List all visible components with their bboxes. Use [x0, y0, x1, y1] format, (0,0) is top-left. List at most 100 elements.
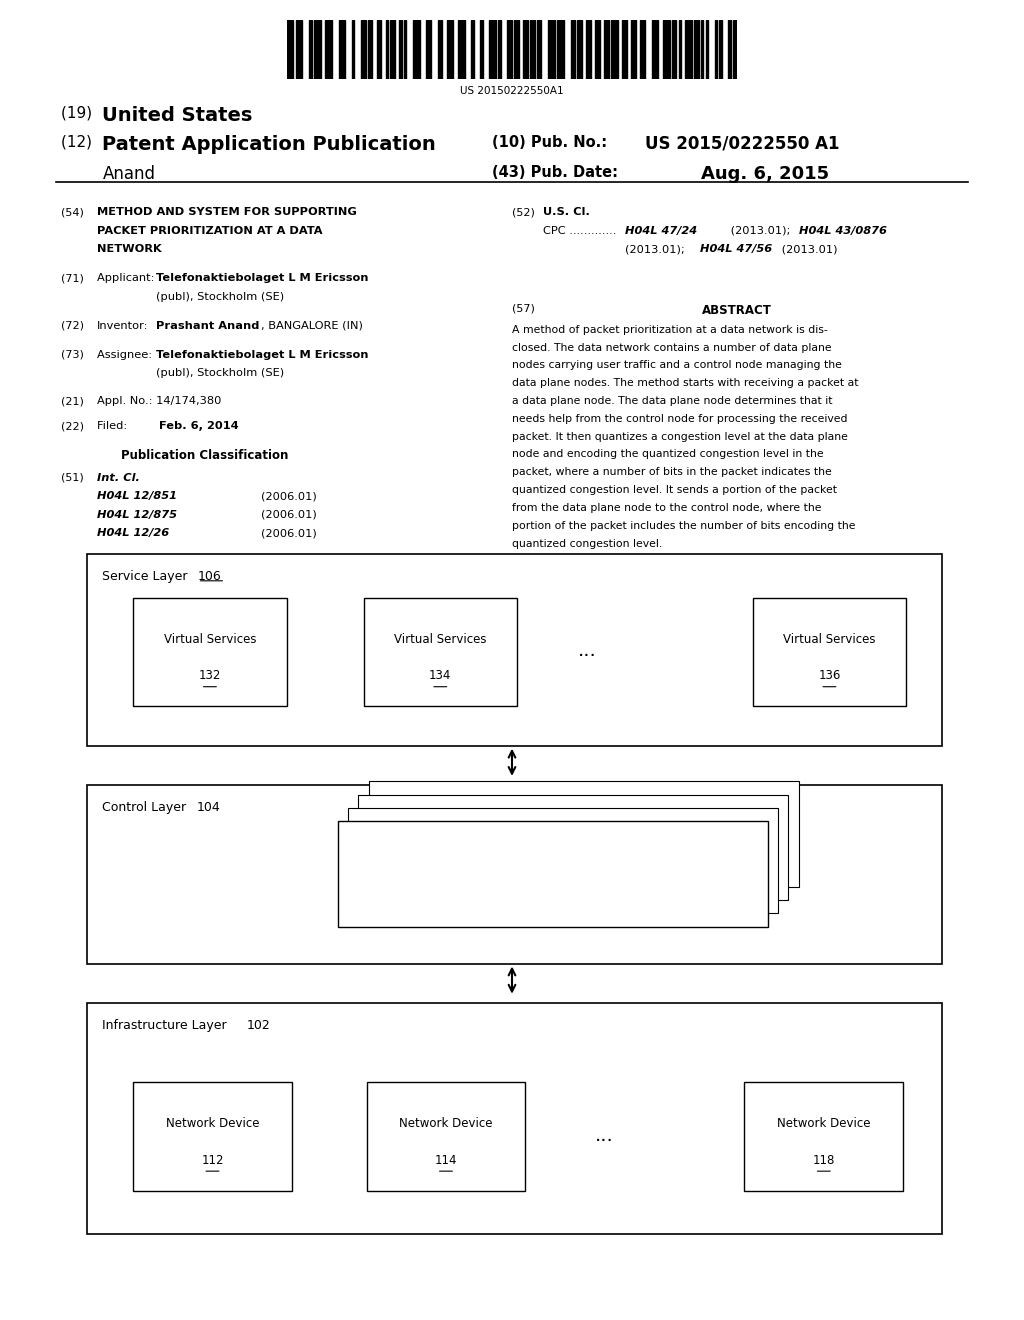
Text: needs help from the control node for processing the received: needs help from the control node for pro… [512, 413, 848, 424]
Bar [313, 20, 321, 79]
Text: Telefonaktiebolaget L M Ericsson: Telefonaktiebolaget L M Ericsson [156, 273, 369, 284]
Text: United States: United States [102, 106, 253, 124]
Text: Control Software 122: Control Software 122 [486, 891, 620, 904]
Bar [728, 20, 730, 79]
Bar [446, 20, 454, 79]
Bar [701, 20, 703, 79]
FancyBboxPatch shape [367, 1082, 525, 1191]
Bar [471, 20, 474, 79]
Bar [570, 20, 575, 79]
Bar [611, 20, 617, 79]
Text: Virtual Services: Virtual Services [164, 632, 256, 645]
Bar [706, 20, 708, 79]
Bar [557, 20, 564, 79]
Text: 102: 102 [247, 1019, 270, 1032]
Text: 132: 132 [199, 669, 221, 682]
Bar [663, 20, 670, 79]
Bar [578, 20, 582, 79]
Bar [287, 20, 294, 79]
Bar [679, 20, 681, 79]
Text: portion of the packet includes the number of bits encoding the: portion of the packet includes the numbe… [512, 520, 855, 531]
Text: (publ), Stockholm (SE): (publ), Stockholm (SE) [156, 292, 284, 302]
Text: (71): (71) [61, 273, 84, 284]
Bar [309, 20, 311, 79]
Bar [530, 20, 535, 79]
Bar [604, 20, 609, 79]
Text: Patent Application Publication: Patent Application Publication [102, 135, 436, 153]
FancyBboxPatch shape [358, 795, 788, 900]
Text: Network Device: Network Device [777, 1117, 870, 1130]
Text: (2006.01): (2006.01) [261, 491, 316, 502]
Text: H04L 47/24: H04L 47/24 [625, 226, 696, 236]
Bar [595, 20, 600, 79]
Text: 114: 114 [435, 1154, 457, 1167]
Text: (2013.01): (2013.01) [778, 244, 838, 255]
Text: Feb. 6, 2014: Feb. 6, 2014 [159, 421, 239, 432]
Text: Network Device: Network Device [166, 1117, 259, 1130]
Text: Control Layer: Control Layer [102, 801, 190, 814]
Text: quantized congestion level.: quantized congestion level. [512, 539, 663, 549]
Text: (2013.01);: (2013.01); [625, 244, 684, 255]
Text: ABSTRACT: ABSTRACT [702, 304, 772, 317]
Text: A method of packet prioritization at a data network is dis-: A method of packet prioritization at a d… [512, 325, 827, 335]
Text: closed. The data network contains a number of data plane: closed. The data network contains a numb… [512, 342, 831, 352]
Bar [640, 20, 645, 79]
Bar [426, 20, 431, 79]
Bar [514, 20, 519, 79]
Text: (22): (22) [61, 421, 84, 432]
Text: (2006.01): (2006.01) [261, 528, 316, 539]
FancyBboxPatch shape [364, 598, 517, 706]
Bar [296, 20, 302, 79]
Text: (57): (57) [512, 304, 535, 314]
FancyBboxPatch shape [369, 781, 799, 887]
FancyBboxPatch shape [348, 808, 778, 913]
Text: (43) Pub. Date:: (43) Pub. Date: [492, 165, 617, 180]
Bar [339, 20, 345, 79]
Bar [489, 20, 497, 79]
Bar [361, 20, 366, 79]
Text: Infrastructure Layer: Infrastructure Layer [102, 1019, 231, 1032]
Text: data plane nodes. The method starts with receiving a packet at: data plane nodes. The method starts with… [512, 378, 858, 388]
Text: a data plane node. The data plane node determines that it: a data plane node. The data plane node d… [512, 396, 833, 407]
Text: CPC .............: CPC ............. [543, 226, 616, 236]
Text: Virtual Services: Virtual Services [394, 632, 486, 645]
FancyBboxPatch shape [87, 1003, 942, 1234]
FancyBboxPatch shape [133, 1082, 292, 1191]
Bar [719, 20, 722, 79]
Bar [499, 20, 501, 79]
Text: H04L 12/851: H04L 12/851 [97, 491, 177, 502]
Text: (21): (21) [61, 396, 84, 407]
Text: Service Layer: Service Layer [102, 570, 191, 583]
Bar [368, 20, 373, 79]
Text: Virtual Services: Virtual Services [783, 632, 876, 645]
Text: 106: 106 [198, 570, 221, 583]
Text: , BANGALORE (IN): , BANGALORE (IN) [261, 321, 362, 331]
Text: packet. It then quantizes a congestion level at the data plane: packet. It then quantizes a congestion l… [512, 432, 848, 442]
Bar [437, 20, 442, 79]
Text: 136: 136 [818, 669, 841, 682]
Text: ...: ... [578, 642, 596, 660]
Text: (10) Pub. No.:: (10) Pub. No.: [492, 135, 616, 149]
Bar [672, 20, 677, 79]
Bar [352, 20, 354, 79]
Text: METHOD AND SYSTEM FOR SUPPORTING: METHOD AND SYSTEM FOR SUPPORTING [97, 207, 357, 218]
Text: H04L 12/875: H04L 12/875 [97, 510, 177, 520]
Bar [399, 20, 401, 79]
Text: Publication Classification: Publication Classification [121, 449, 289, 462]
Text: (12): (12) [61, 135, 97, 149]
Bar [325, 20, 332, 79]
FancyBboxPatch shape [338, 821, 768, 927]
Text: Int. Cl.: Int. Cl. [97, 473, 140, 483]
Bar [537, 20, 542, 79]
Bar [523, 20, 527, 79]
Text: Telefonaktiebolaget L M Ericsson: Telefonaktiebolaget L M Ericsson [156, 350, 369, 360]
Text: Applicant:: Applicant: [97, 273, 159, 284]
Text: (2006.01): (2006.01) [261, 510, 316, 520]
FancyBboxPatch shape [133, 598, 287, 706]
Text: H04L 12/26: H04L 12/26 [97, 528, 169, 539]
Bar [623, 20, 627, 79]
Bar [390, 20, 395, 79]
Text: 118: 118 [813, 1154, 835, 1167]
Text: Inventor:: Inventor: [97, 321, 148, 331]
Text: (54): (54) [61, 207, 84, 218]
